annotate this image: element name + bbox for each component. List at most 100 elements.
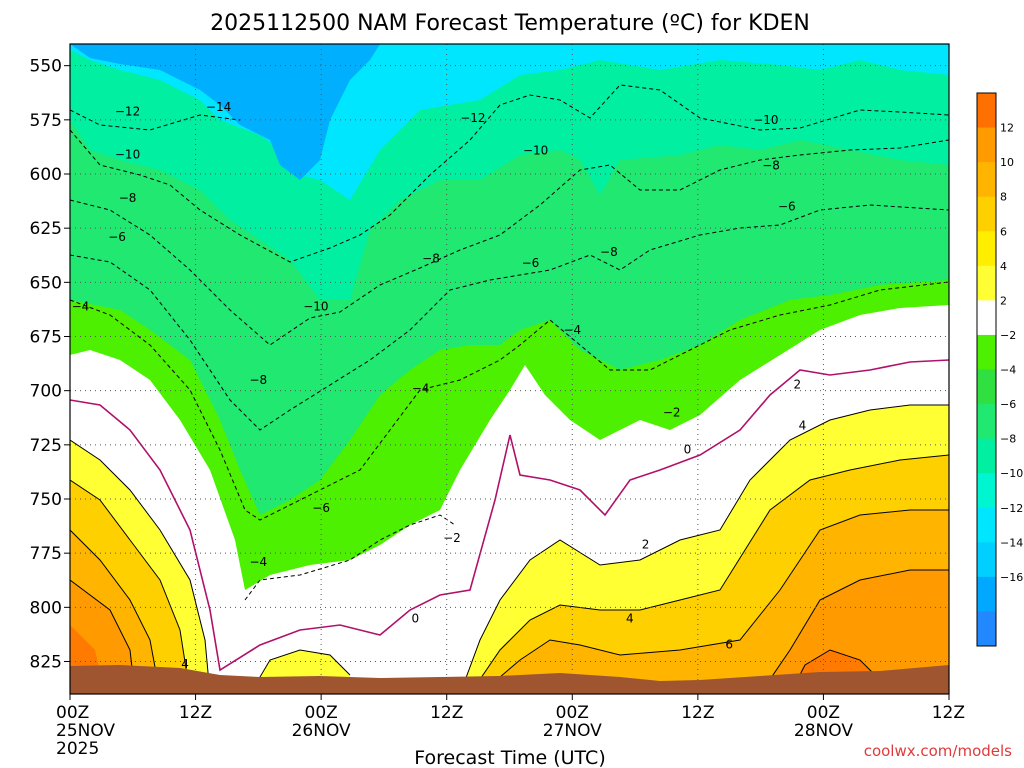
colorbar-swatch: [977, 611, 996, 647]
y-tick-label: 750: [30, 490, 62, 510]
y-tick-label: 675: [30, 328, 62, 348]
x-tick-label: 25NOV: [56, 721, 115, 741]
colorbar-swatch: [977, 93, 996, 129]
x-tick-label: 00Z: [56, 703, 89, 723]
contour-label: −12: [460, 111, 485, 125]
contour-label: 0: [684, 442, 692, 456]
contour-label: −8: [762, 159, 780, 173]
contour-label: 2: [642, 538, 650, 552]
colorbar: 12 10 8 6 4 2 −2 −4 −6 −8 −10 −12 −14 −16: [976, 92, 1023, 647]
contour-label: −2: [443, 531, 461, 545]
colorbar-swatch: [977, 196, 996, 232]
contour-label: 0: [412, 611, 420, 625]
y-tick-label: 625: [30, 219, 62, 239]
credit-text[interactable]: coolwx.com/models: [864, 742, 1012, 760]
y-tick-label: 650: [30, 273, 62, 293]
colorbar-swatch: [977, 404, 996, 440]
contour-label: −10: [115, 148, 140, 162]
contour-label: −8: [600, 245, 618, 259]
contour-label: −12: [115, 104, 140, 118]
contour-labels: −14 −12 −12 −10 −10 −10 −10 −8 −8 −8 −8 −8 −6 −6 −6 −6 −…: [72, 100, 807, 671]
x-tick-label: 12Z: [932, 703, 965, 723]
colorbar-swatch: [977, 334, 996, 370]
contour-label: −14: [206, 100, 231, 114]
x-tick-label: 12Z: [681, 703, 714, 723]
contour-label: −8: [250, 373, 268, 387]
contour-label: 2: [793, 377, 801, 391]
isotherms-solid: [70, 404, 949, 694]
colorbar-swatch: [977, 438, 996, 474]
x-tick-label: 00Z: [807, 703, 840, 723]
terrain: [70, 665, 949, 694]
colorbar-frame: [976, 92, 997, 647]
contour-label: −4: [250, 555, 268, 569]
colorbar-swatch: [977, 576, 996, 612]
colorbar-tick-label: 12: [1000, 122, 1014, 135]
colorbar-tick-label: 6: [1000, 225, 1007, 238]
x-tick-label: 12Z: [430, 703, 463, 723]
contour-label: 4: [799, 419, 807, 433]
colorbar-swatch: [977, 231, 996, 267]
x-tick-label: 00Z: [556, 703, 589, 723]
x-tick-label: 28NOV: [794, 721, 853, 741]
x-tick-label: 26NOV: [292, 721, 351, 741]
contour-label: −10: [753, 113, 778, 127]
colorbar-tick-label: −2: [1000, 329, 1016, 342]
colorbar-tick-label: 8: [1000, 191, 1007, 204]
colorbar-tick-label: 2: [1000, 294, 1007, 307]
colorbar-swatch: [977, 507, 996, 543]
colorbar-swatch: [977, 542, 996, 578]
colorbar-swatch: [977, 162, 996, 198]
contour-label: −4: [412, 382, 430, 396]
colorbar-tick-label: −8: [1000, 433, 1016, 446]
y-tick-label: 550: [30, 57, 62, 77]
colorbar-tick-label: −4: [1000, 364, 1016, 377]
y-tick-label: 700: [30, 382, 62, 402]
contour-label: −6: [108, 230, 126, 244]
y-tick-label: 575: [30, 111, 62, 131]
y-tick-label: 800: [30, 598, 62, 618]
x-tick-label: 2025: [56, 739, 99, 759]
colorbar-swatch: [977, 265, 996, 301]
y-tick-label: 600: [30, 165, 62, 185]
band-coldest-core: [70, 44, 380, 180]
x-tick-label: 00Z: [305, 703, 338, 723]
contour-label: −8: [422, 252, 440, 266]
band-warm-core: [70, 510, 949, 694]
y-tick-label: 725: [30, 436, 62, 456]
colorbar-swatch: [977, 473, 996, 509]
contour-label: −2: [663, 406, 681, 420]
colorbar-swatch: [977, 300, 996, 336]
contour-label: 4: [181, 657, 189, 671]
band-warmer: [70, 455, 949, 694]
contour-label: −4: [563, 323, 581, 337]
colorbar-tick-label: 4: [1000, 260, 1007, 273]
contour-label: −10: [303, 299, 328, 313]
contour-label: 6: [725, 637, 733, 651]
colorbar-swatch: [977, 127, 996, 163]
x-tick-label: 27NOV: [543, 721, 602, 741]
contour-label: −6: [778, 200, 796, 214]
contour-label: 4: [626, 611, 634, 625]
contour-label: −6: [522, 256, 540, 270]
colorbar-tick-label: 10: [1000, 156, 1014, 169]
colorbar-tick-label: −16: [1000, 571, 1023, 584]
grid-lines: [70, 44, 949, 694]
y-axis: 550 575 600 625 650 675 700 725 750 775 800 825: [30, 57, 70, 673]
contour-label: −4: [72, 299, 90, 313]
x-axis-title: Forecast Time (UTC): [414, 747, 605, 768]
colorbar-tick-label: −10: [1000, 467, 1023, 480]
x-tick-label: 12Z: [179, 703, 212, 723]
chart-title: 2025112500 NAM Forecast Temperature (ºC)…: [210, 11, 810, 36]
plot-frame: [69, 43, 950, 695]
y-tick-label: 825: [30, 653, 62, 673]
plot-area: −14 −12 −12 −10 −10 −10 −10 −8 −8 −8 −8 −8 −6 −6 −6 −6 −…: [70, 44, 949, 694]
colorbar-tick-label: −6: [1000, 398, 1016, 411]
contour-label: −6: [312, 501, 330, 515]
colorbar-tick-label: −12: [1000, 502, 1023, 515]
contour-label: −10: [523, 143, 548, 157]
contour-label: −8: [119, 191, 137, 205]
colorbar-tick-label: −14: [1000, 536, 1023, 549]
